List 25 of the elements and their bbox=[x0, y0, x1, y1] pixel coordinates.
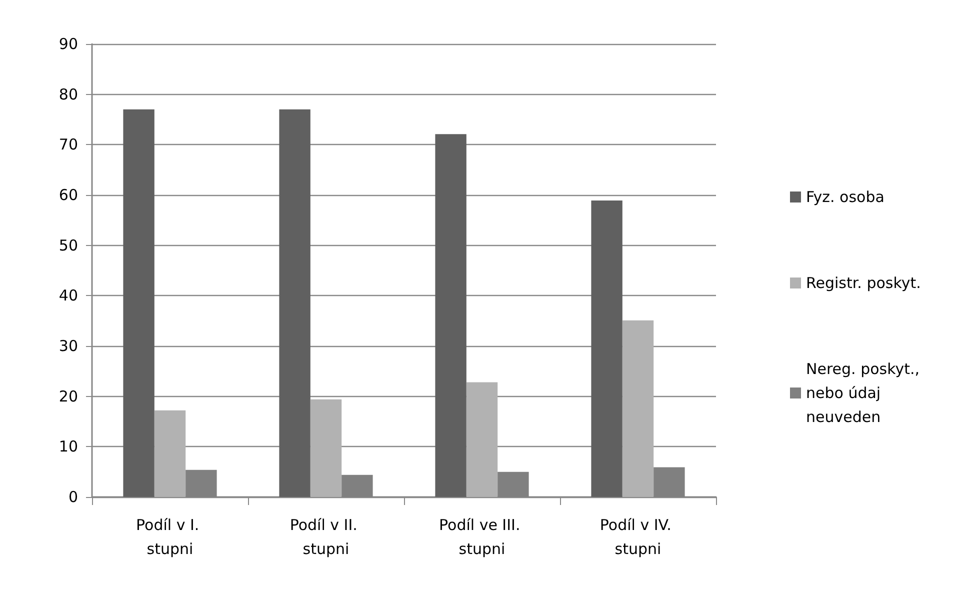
y-tick-label: 40 bbox=[58, 286, 78, 305]
y-tick-label: 30 bbox=[58, 337, 78, 355]
y-tick-label: 70 bbox=[58, 136, 78, 154]
y-tick-label: 0 bbox=[68, 488, 78, 506]
y-tick-label: 50 bbox=[58, 236, 78, 254]
bar bbox=[591, 200, 622, 497]
x-tick-label: Podíl v IV. stupni bbox=[600, 516, 676, 558]
y-tick-label: 90 bbox=[58, 35, 78, 53]
bar bbox=[279, 109, 310, 497]
y-tick-label: 80 bbox=[58, 85, 78, 104]
legend-label: Nereg. poskyt., nebo údaj neuveden bbox=[806, 360, 924, 426]
bar bbox=[310, 399, 342, 497]
bar bbox=[622, 320, 654, 497]
y-tick-label: 60 bbox=[58, 186, 78, 204]
y-tick-label: 10 bbox=[58, 438, 78, 456]
bar bbox=[154, 410, 186, 497]
bar bbox=[123, 109, 154, 497]
legend-label: Registr. poskyt. bbox=[806, 274, 921, 292]
y-tick-label: 20 bbox=[58, 387, 78, 406]
bar bbox=[435, 134, 466, 497]
x-tick-label: Podíl ve III. stupni bbox=[439, 516, 525, 558]
bar bbox=[466, 382, 498, 497]
legend-label: Fyz. osoba bbox=[806, 188, 884, 206]
x-tick-label: Podíl v I. stupni bbox=[136, 516, 204, 558]
x-tick-label: Podíl v II. stupni bbox=[290, 516, 362, 558]
